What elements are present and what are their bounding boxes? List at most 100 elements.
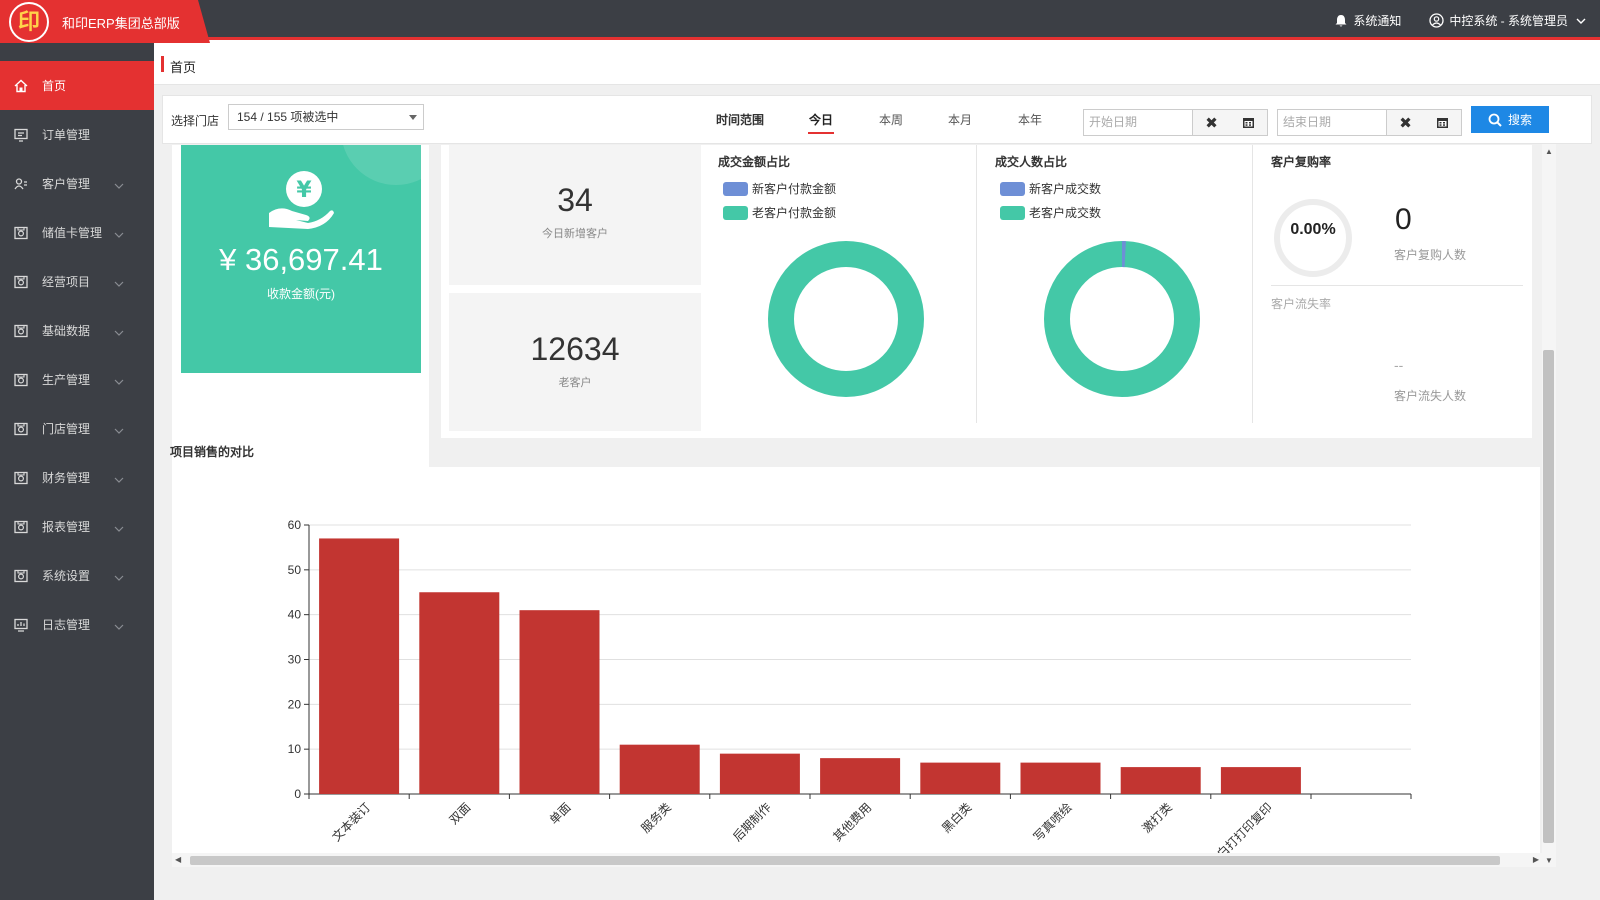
- store-select[interactable]: 154 / 155 项被选中: [228, 104, 424, 130]
- clear-end-date-button[interactable]: ✖: [1387, 109, 1425, 136]
- caret-down-icon: [409, 115, 417, 120]
- vertical-scroll-thumb[interactable]: [1543, 350, 1554, 843]
- sidebar-item-5[interactable]: 基础数据: [0, 306, 154, 355]
- tab-this-year[interactable]: 本年: [1018, 113, 1043, 127]
- revenue-card: ¥ ¥ 36,697.41 收款金额(元): [181, 145, 421, 373]
- start-date-input[interactable]: 开始日期: [1083, 109, 1193, 136]
- new-customers-card: 34 今日新增客户: [449, 145, 701, 285]
- sidebar-item-4[interactable]: 经营项目: [0, 257, 154, 306]
- bar-chart-title: 项目销售的对比: [170, 445, 255, 459]
- card-icon: [14, 226, 42, 240]
- end-date-calendar-button[interactable]: [1424, 109, 1462, 136]
- amount-donut-chart: [768, 241, 924, 397]
- x-tick-label: 单面: [547, 800, 574, 827]
- chevron-down-icon: [114, 619, 124, 633]
- settings-icon: [14, 569, 42, 583]
- x-tick-label: 双面: [447, 800, 474, 827]
- bar-1[interactable]: [419, 592, 500, 794]
- x-tick-label: 服务类: [638, 800, 674, 836]
- x-tick-label: 激打类: [1139, 800, 1174, 835]
- sidebar-item-2[interactable]: 客户管理: [0, 159, 154, 208]
- bar-4[interactable]: [719, 753, 800, 794]
- project-icon: [14, 275, 42, 289]
- log-icon: [14, 618, 42, 632]
- chevron-down-icon: [114, 227, 124, 241]
- bar-9[interactable]: [1220, 767, 1301, 794]
- x-tick-label: 写真喷绘: [1030, 800, 1075, 845]
- main-content: 首页 选择门店 154 / 155 项被选中 时间范围 今日 本周 本月 本年 …: [154, 43, 1600, 900]
- clear-start-date-button[interactable]: ✖: [1193, 109, 1231, 136]
- sidebar: 首页 订单管理 客户管理 储值卡管理经营项目基础数据生产管理门店管理财务管理报表管理系…: [0, 43, 154, 900]
- legend-new-amount[interactable]: 新客户付款金额: [723, 180, 836, 197]
- tab-this-month[interactable]: 本月: [948, 113, 973, 127]
- y-tick-label: 30: [288, 653, 302, 667]
- bar-3[interactable]: [619, 744, 700, 794]
- old-customers-value: 12634: [530, 331, 620, 367]
- start-date-calendar-button[interactable]: [1230, 109, 1268, 136]
- search-button[interactable]: 搜索: [1471, 106, 1549, 133]
- money-hand-icon: ¥: [269, 171, 334, 229]
- notifications-label: 系统通知: [1353, 14, 1402, 28]
- horizontal-scrollbar[interactable]: ◀ ▶: [172, 853, 1542, 867]
- chevron-down-icon: [114, 374, 124, 388]
- legend-old-amount[interactable]: 老客户付款金额: [723, 204, 836, 221]
- sidebar-item-label: 经营项目: [42, 275, 91, 289]
- bar-8[interactable]: [1120, 767, 1201, 794]
- svg-text:¥: ¥: [296, 178, 312, 203]
- count-donut-old-slice: [1044, 241, 1200, 397]
- bar-0[interactable]: [319, 538, 400, 794]
- vertical-scrollbar[interactable]: ▲ ▼: [1542, 144, 1556, 867]
- breadcrumb-current[interactable]: 首页: [170, 60, 197, 75]
- report-icon: [14, 520, 42, 534]
- customer-icon: [14, 177, 42, 191]
- amount-ratio-title: 成交金额占比: [718, 155, 791, 169]
- bar-7[interactable]: [1020, 762, 1101, 794]
- sidebar-item-9[interactable]: 报表管理: [0, 502, 154, 551]
- app-title: 和印ERP集团总部版: [62, 16, 180, 31]
- sidebar-item-7[interactable]: 门店管理: [0, 404, 154, 453]
- bar-chart: 0 10 20 30 40 50 60 文本装订 双面 单面 服务类 后期制作 其他费用 黑白类 写真喷绘 激…: [288, 518, 1412, 870]
- chevron-down-icon: [114, 423, 124, 437]
- notifications-button[interactable]: 系统通知: [1334, 12, 1401, 29]
- sidebar-item-0[interactable]: 首页: [0, 61, 154, 110]
- sidebar-item-10[interactable]: 系统设置: [0, 551, 154, 600]
- sidebar-item-3[interactable]: 储值卡管理: [0, 208, 154, 257]
- count-ratio-title: 成交人数占比: [995, 155, 1068, 169]
- legend-new-count[interactable]: 新客户成交数: [1000, 180, 1101, 197]
- horizontal-scroll-thumb[interactable]: [190, 856, 1500, 865]
- y-tick-label: 0: [294, 787, 301, 801]
- sidebar-item-11[interactable]: 日志管理: [0, 600, 154, 649]
- tab-this-week[interactable]: 本周: [879, 113, 904, 127]
- sidebar-item-label: 日志管理: [42, 618, 91, 632]
- legend-old-count[interactable]: 老客户成交数: [1000, 204, 1101, 221]
- repurchase-gauge: [1274, 199, 1352, 277]
- tab-today[interactable]: 今日: [807, 113, 835, 134]
- y-tick-label: 50: [288, 563, 302, 577]
- bell-icon: [1335, 14, 1347, 26]
- amount-donut-ring: [768, 241, 924, 397]
- user-menu[interactable]: 中控系统 - 系统管理员: [1429, 12, 1586, 29]
- revenue-caption: 收款金额(元): [267, 287, 335, 301]
- search-icon: [1488, 113, 1502, 127]
- sidebar-item-label: 门店管理: [42, 422, 91, 436]
- sidebar-item-label: 生产管理: [42, 373, 91, 387]
- bar-6[interactable]: [920, 762, 1001, 794]
- repurchase-count-caption: 客户复购人数: [1394, 248, 1467, 262]
- bar-2[interactable]: [519, 610, 600, 794]
- x-tick-label: 黑白类: [938, 800, 974, 836]
- sidebar-item-label: 财务管理: [42, 471, 91, 485]
- store-select-value: 154 / 155 项被选中: [237, 110, 339, 124]
- sidebar-item-6[interactable]: 生产管理: [0, 355, 154, 404]
- chevron-down-icon: [114, 178, 124, 192]
- stats-panel: ¥ ¥ 36,697.41 收款金额(元) 34 今日新增客户 12634 老客…: [162, 145, 1532, 480]
- bar-5[interactable]: [820, 758, 901, 794]
- sidebar-item-1[interactable]: 订单管理: [0, 110, 154, 159]
- app-logo: 印: [9, 2, 49, 42]
- y-tick-label: 20: [288, 697, 302, 711]
- sidebar-item-8[interactable]: 财务管理: [0, 453, 154, 502]
- end-date-input[interactable]: 结束日期: [1277, 109, 1387, 136]
- bar-chart-panel: 0 10 20 30 40 50 60 文本装订 双面 单面 服务类 后期制作 其他费用 黑白类 写真喷绘 激…: [172, 467, 1540, 870]
- finance-icon: [14, 471, 42, 485]
- y-tick-label: 10: [288, 742, 302, 756]
- repurchase-title: 客户复购率: [1271, 155, 1332, 169]
